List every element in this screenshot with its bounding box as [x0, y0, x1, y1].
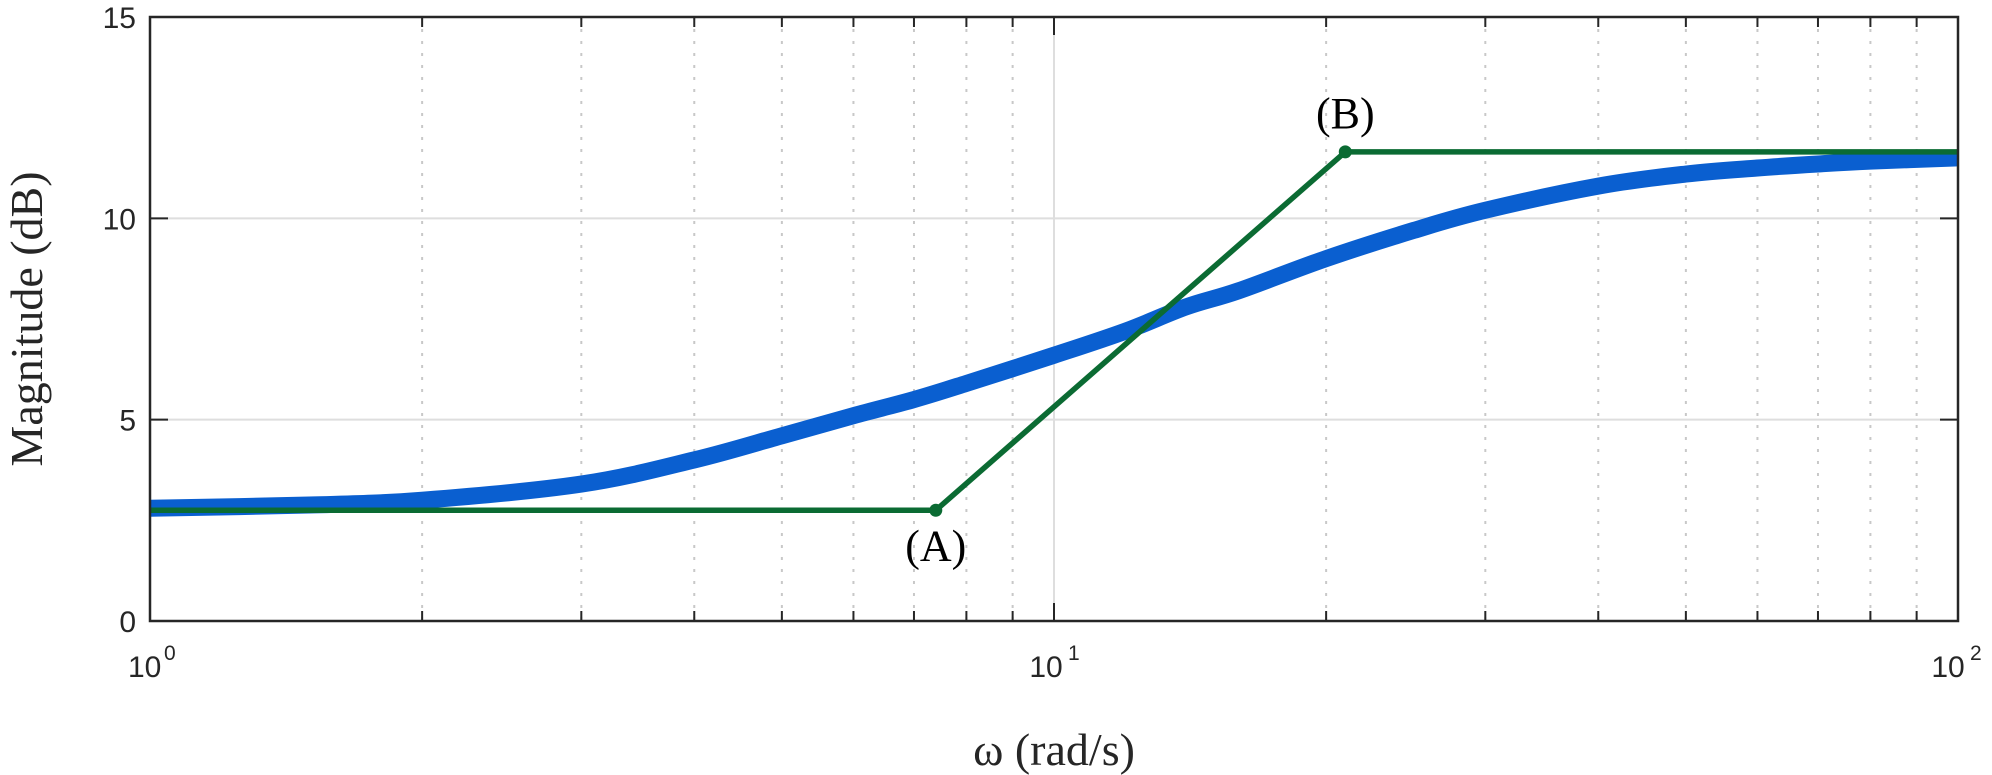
corner-marker [1338, 145, 1352, 159]
y-tick-label: 0 [119, 606, 136, 639]
marker-group [929, 145, 1352, 517]
x-tick-exponent: 1 [1068, 642, 1080, 665]
x-tick-label: 10 [1029, 651, 1062, 684]
corner-marker [929, 503, 943, 517]
x-tick-exponent: 2 [1970, 642, 1982, 665]
x-tick-exponent: 0 [164, 642, 176, 665]
axis-ticks [149, 16, 1959, 622]
asymptote-line [150, 149, 1958, 514]
x-axis-title: ω (rad/s) [973, 724, 1135, 775]
annotations: (A) (B) [905, 89, 1374, 570]
x-tick-label: 10 [128, 651, 161, 684]
annotation-label: (B) [1316, 89, 1375, 138]
y-tick-label: 10 [103, 203, 136, 236]
x-tick-label: 10 [1931, 651, 1964, 684]
series-group [149, 149, 1959, 517]
y-axis-title: Magnitude (dB) [1, 171, 52, 466]
grid [150, 17, 1958, 621]
y-tick-label: 5 [119, 405, 136, 438]
y-tick-label: 15 [103, 2, 136, 35]
annotation-label: (A) [905, 521, 966, 570]
exact-magnitude-line [149, 149, 1959, 517]
